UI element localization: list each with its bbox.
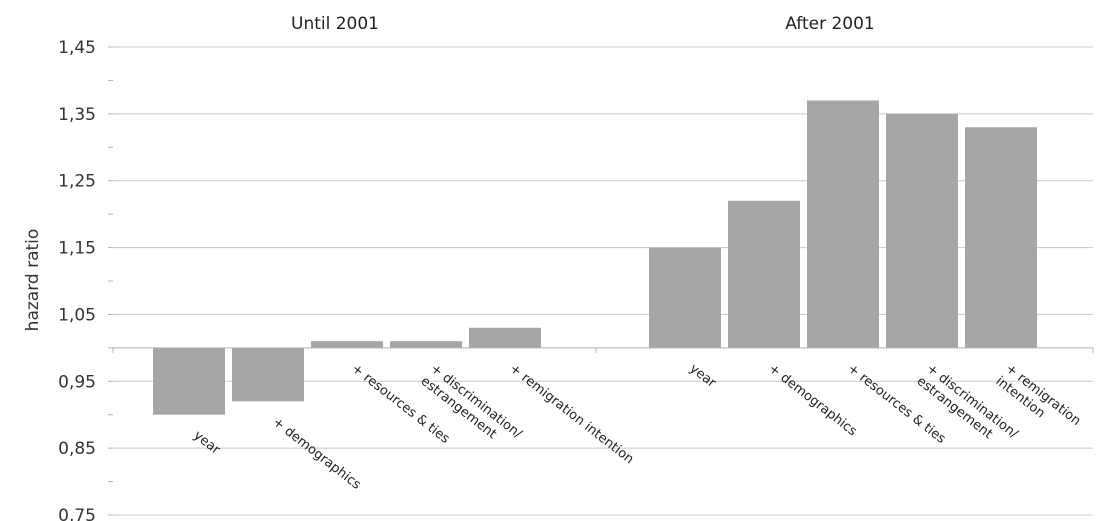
- bars: [153, 100, 1037, 415]
- bar: [311, 341, 383, 348]
- bar: [390, 341, 462, 348]
- y-tick-label: 0,85: [58, 439, 96, 459]
- bar: [886, 113, 958, 348]
- bar: [807, 100, 879, 348]
- group-title: After 2001: [785, 14, 875, 34]
- y-tick-label: 1,45: [58, 38, 96, 58]
- y-tick-label: 1,25: [58, 172, 96, 192]
- group-title: Until 2001: [291, 14, 379, 34]
- x-tick-label: + discrimination/estrangement: [418, 361, 525, 454]
- baseline-axis: [112, 347, 1094, 353]
- group-titles: Until 2001 After 2001: [291, 14, 875, 34]
- y-tick-label: 0,75: [58, 506, 96, 521]
- y-tick-label: 1,15: [58, 239, 96, 259]
- bar: [232, 347, 304, 402]
- y-axis-ticks: 1,45 1,35 1,25 1,15 1,05 0,95 0,85 0,75: [58, 38, 96, 521]
- x-tick-label: + remigration intention: [507, 361, 637, 467]
- bar: [965, 127, 1037, 348]
- y-axis-label: hazard ratio: [23, 229, 43, 332]
- y-tick-label: 0,95: [58, 372, 96, 392]
- y-tick-label: 1,35: [58, 105, 96, 125]
- x-tick-label: year: [191, 428, 224, 458]
- x-tick-label: year: [687, 361, 720, 391]
- bar: [728, 200, 800, 348]
- bar: [153, 347, 225, 415]
- y-tick-label: 1,05: [58, 305, 96, 325]
- bar: [649, 247, 721, 348]
- x-tick-label: + demographics: [270, 415, 364, 493]
- bar: [469, 327, 541, 348]
